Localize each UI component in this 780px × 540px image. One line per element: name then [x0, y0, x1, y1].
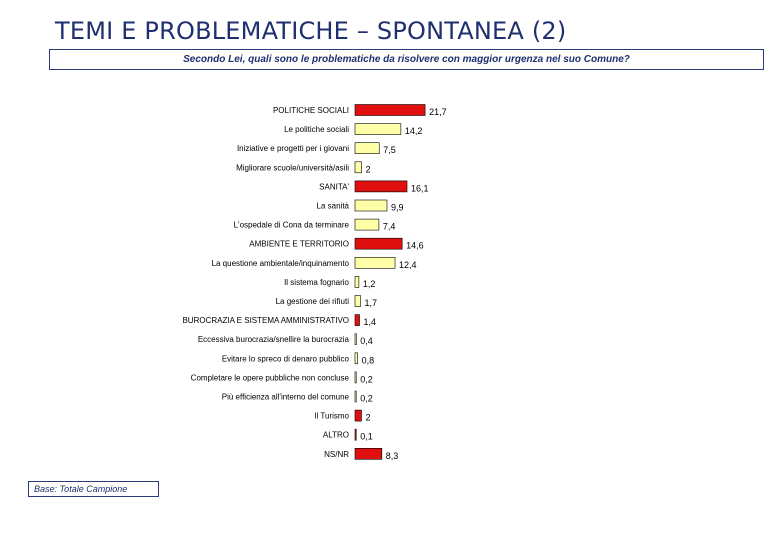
category-label: La gestione dei rifiuti — [276, 297, 350, 306]
bar — [354, 447, 383, 460]
category-label: Più efficienza all'interno del comune — [222, 393, 350, 402]
bar — [354, 199, 388, 212]
bar — [354, 295, 361, 307]
category-label: POLITICHE SOCIALI — [273, 106, 349, 115]
bar — [354, 428, 357, 441]
bar — [354, 256, 396, 269]
value-label: 0,2 — [360, 394, 373, 404]
category-label: Le politiche sociali — [284, 125, 349, 134]
bar — [354, 371, 357, 384]
value-label: 0,2 — [360, 374, 373, 384]
bar — [354, 352, 358, 365]
value-label: 7,4 — [383, 222, 396, 232]
category-label: Il Turismo — [314, 412, 349, 421]
bar — [354, 104, 426, 116]
value-label: 1,2 — [363, 279, 376, 289]
category-label: Evitare lo spreco di denaro pubblico — [222, 354, 350, 363]
value-label: 16,1 — [411, 183, 429, 193]
value-label: 9,9 — [391, 203, 404, 213]
category-label: La sanità — [317, 202, 350, 211]
page-title: TEMI E PROBLEMATICHE – SPONTANEA (2) — [55, 17, 567, 45]
value-label: 12,4 — [399, 260, 417, 270]
value-label: 14,2 — [405, 126, 423, 136]
category-label: Migliorare scuole/università/asili — [236, 163, 349, 172]
bar — [354, 390, 357, 403]
bar — [354, 123, 402, 135]
bar — [354, 333, 357, 346]
value-label: 14,6 — [406, 241, 424, 251]
value-label: 1,7 — [364, 298, 377, 308]
category-label: SANITA' — [319, 182, 349, 191]
bar — [354, 237, 403, 250]
bar — [354, 161, 362, 174]
bar — [354, 180, 408, 193]
category-label: L'ospedale di Cona da terminare — [234, 221, 350, 230]
category-label: BUROCRAZIA E SISTEMA AMMINISTRATIVO — [182, 316, 349, 325]
value-label: 2 — [365, 413, 370, 423]
value-label: 1,4 — [364, 317, 377, 327]
bar — [354, 276, 360, 288]
category-label: La questione ambientale/inquinamento — [212, 259, 350, 268]
category-label: NS/NR — [324, 450, 349, 459]
value-label: 0,8 — [362, 355, 375, 365]
bar — [354, 218, 380, 231]
survey-question: Secondo Lei, quali sono le problematiche… — [49, 49, 764, 70]
category-label: Iniziative e progetti per i giovani — [237, 144, 349, 153]
bar — [354, 314, 360, 326]
category-label: Il sistema fognario — [284, 278, 349, 287]
value-label: 0,4 — [360, 336, 373, 346]
value-label: 8,3 — [386, 451, 399, 461]
category-label: ALTRO — [323, 431, 349, 440]
value-label: 2 — [365, 164, 370, 174]
base-note: Base: Totale Campione — [28, 481, 159, 497]
category-label: Completare le opere pubbliche non conclu… — [191, 373, 350, 382]
bar — [354, 409, 362, 422]
category-label: AMBIENTE E TERRITORIO — [249, 240, 349, 249]
value-label: 0,1 — [360, 432, 373, 442]
value-label: 21,7 — [429, 107, 447, 117]
category-label: Eccessiva burocrazia/snellire la burocra… — [198, 335, 350, 344]
value-label: 7,5 — [383, 145, 396, 155]
bar — [354, 142, 380, 154]
